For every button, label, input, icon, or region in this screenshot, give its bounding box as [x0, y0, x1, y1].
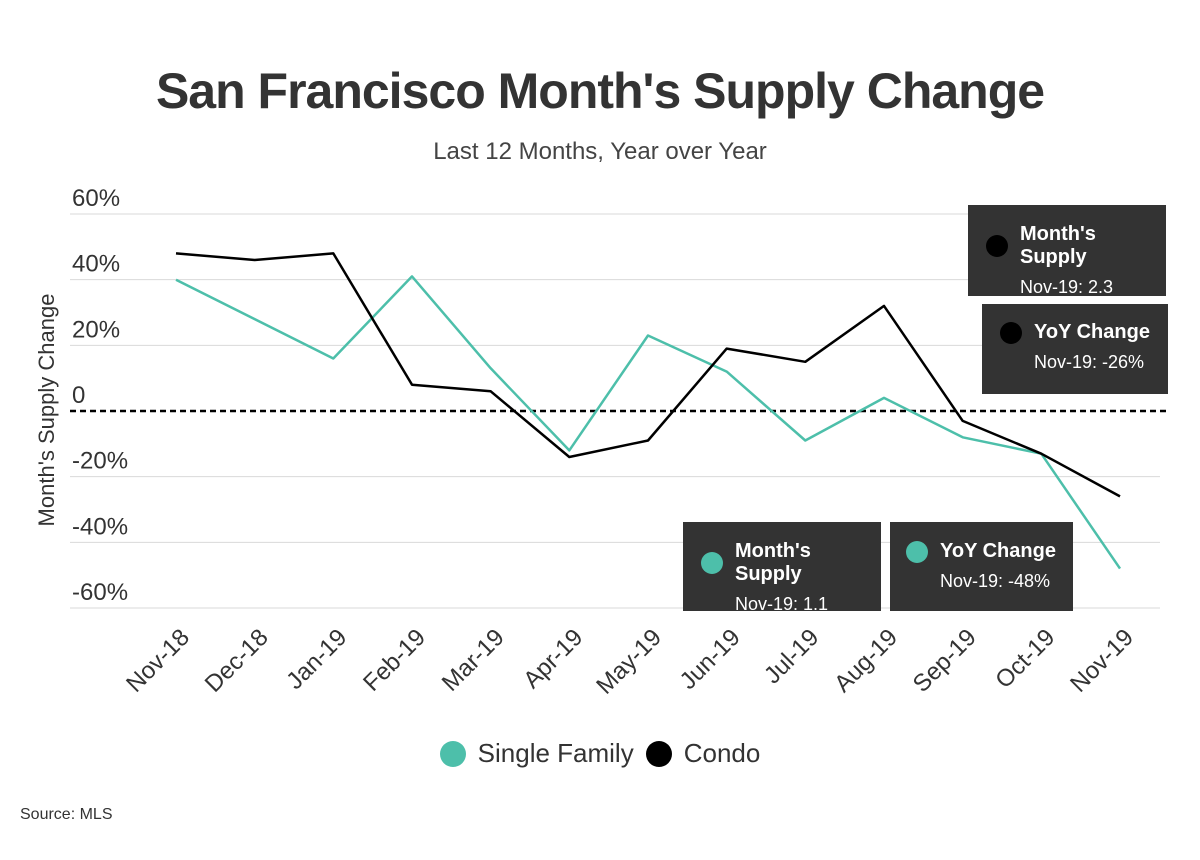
- chart-legend: Single Family Condo: [0, 738, 1200, 769]
- single-family-dot-icon: [906, 540, 928, 563]
- condo-line: [175, 252, 1121, 498]
- condo-swatch-icon: [645, 740, 672, 767]
- condo-dot-icon: [986, 235, 1008, 257]
- single-family-swatch-icon: [439, 740, 466, 767]
- condo-dot-icon: [1000, 321, 1022, 344]
- y-tick-label: 60%: [72, 185, 120, 212]
- callout-label: YoY Change: [940, 540, 1056, 562]
- callout-label: Month's Supply: [735, 540, 811, 585]
- callout-value: Nov-19: -48%: [940, 571, 1051, 591]
- y-tick-label: 20%: [72, 316, 120, 343]
- chart-title: San Francisco Month's Supply Change: [155, 63, 1045, 119]
- x-tick-label: Aug-19: [829, 624, 903, 698]
- chart-subtitle: Last 12 Months, Year over Year: [433, 138, 767, 165]
- x-tick-label: Sep-19: [908, 624, 982, 698]
- x-tick-label: Feb-19: [358, 624, 431, 697]
- single-family-month-supply-callout: Month's Supply Nov-19: 1.1: [683, 522, 881, 614]
- x-tick-label: Jul-19: [759, 624, 824, 689]
- single-family-dot-icon: [701, 552, 723, 574]
- legend-item-single-family: Single Family: [439, 738, 634, 769]
- x-tick-label: Jan-19: [281, 624, 352, 695]
- condo-yoy-callout: YoY Change Nov-19: -26%: [982, 304, 1168, 394]
- callout-value: Nov-19: -26%: [1034, 352, 1145, 372]
- y-tick-labels: 60% 40% 20% 0 -20% -40% -60%: [72, 185, 128, 606]
- y-tick-label: -60%: [72, 579, 128, 606]
- single-family-yoy-callout: YoY Change Nov-19: -48%: [890, 522, 1073, 611]
- single-family-line: [175, 275, 1122, 570]
- y-tick-label: 40%: [72, 251, 120, 278]
- legend-label: Condo: [683, 738, 761, 768]
- y-tick-label: -20%: [72, 448, 128, 475]
- x-tick-label: Dec-18: [200, 624, 274, 698]
- series-lines: [175, 252, 1122, 570]
- y-tick-label: -40%: [72, 513, 128, 540]
- x-tick-labels: Nov-18 Dec-18 Jan-19 Feb-19 Mar-19 Apr-19 May-…: [121, 624, 1139, 700]
- x-tick-label: Nov-18: [121, 624, 195, 698]
- condo-month-supply-callout: Month's Supply Nov-19: 2.3: [968, 205, 1166, 297]
- x-tick-label: Mar-19: [437, 624, 510, 697]
- x-tick-label: Oct-19: [990, 624, 1060, 694]
- source-note: Source: MLS: [20, 806, 113, 823]
- y-axis-label: Month's Supply Change: [34, 294, 59, 527]
- x-tick-label: Jun-19: [675, 624, 746, 695]
- x-tick-label: Apr-19: [518, 624, 588, 694]
- callout-label: Month's Supply: [1020, 223, 1096, 268]
- callout-label: YoY Change: [1034, 321, 1150, 343]
- legend-label: Single Family: [477, 738, 634, 768]
- y-tick-label: 0: [72, 382, 85, 409]
- x-tick-label: May-19: [591, 624, 667, 700]
- callout-value: Nov-19: 2.3: [1020, 277, 1114, 297]
- callout-value: Nov-19: 1.1: [735, 594, 829, 614]
- x-tick-label: Nov-19: [1065, 624, 1139, 698]
- legend-item-condo: Condo: [645, 738, 761, 769]
